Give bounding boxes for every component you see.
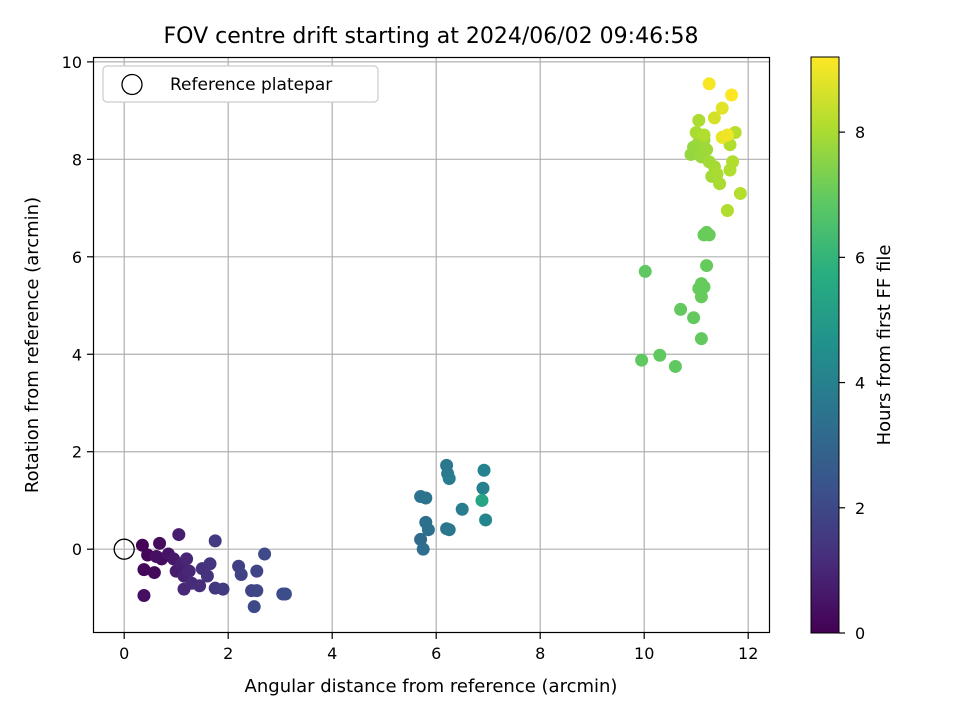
data-point — [475, 493, 489, 507]
colorbar-tick-label: 6 — [855, 248, 865, 267]
data-point — [442, 523, 456, 537]
reference-point-marker — [113, 538, 135, 560]
legend: Reference platepar — [102, 65, 379, 103]
legend-label: Reference platepar — [170, 75, 332, 95]
data-point — [137, 563, 151, 577]
data-point — [697, 280, 711, 294]
colorbar-tick-label: 2 — [855, 499, 865, 518]
colorbar-label: Hours from first FF file — [874, 245, 895, 446]
data-point — [668, 359, 682, 373]
data-point — [476, 481, 490, 495]
data-point — [200, 569, 214, 583]
y-axis-label: Rotation from reference (arcmin) — [22, 197, 43, 493]
data-point — [414, 532, 428, 546]
x-tick-label: 2 — [223, 644, 233, 663]
colorbar-tick-label: 4 — [855, 374, 865, 393]
data-point — [250, 584, 264, 598]
colorbar-tick-label: 0 — [855, 624, 865, 643]
y-tick-label: 6 — [72, 248, 82, 267]
data-point — [707, 111, 721, 125]
data-point — [700, 259, 714, 273]
data-point — [153, 536, 167, 550]
data-point — [455, 502, 469, 516]
data-point — [715, 101, 729, 115]
data-point — [653, 348, 667, 362]
data-point — [442, 472, 456, 486]
data-point — [137, 588, 151, 602]
y-tick-label: 2 — [72, 443, 82, 462]
x-axis-label: Angular distance from reference (arcmin) — [245, 676, 618, 697]
scatter-points — [135, 77, 747, 614]
x-tick-label: 6 — [431, 644, 441, 663]
x-tick-label: 0 — [119, 644, 129, 663]
x-tick-label: 10 — [634, 644, 654, 663]
data-point — [723, 163, 737, 177]
data-point — [713, 177, 727, 191]
colorbar: 0 2 4 6 8 Hours from first FF file — [810, 56, 895, 643]
data-point — [182, 564, 196, 578]
data-point — [258, 547, 272, 561]
y-axis-ticks: 0 2 4 6 8 10 — [62, 53, 93, 559]
data-point — [702, 77, 716, 91]
data-point — [638, 264, 652, 278]
data-point — [635, 353, 649, 367]
data-point — [733, 186, 747, 200]
data-point — [250, 564, 264, 578]
data-point — [694, 332, 708, 346]
colorbar-tick-label: 8 — [855, 123, 865, 142]
data-point — [697, 128, 711, 142]
data-point — [135, 538, 149, 552]
data-point — [208, 534, 222, 548]
data-point — [278, 587, 292, 601]
data-point — [216, 582, 230, 596]
x-tick-label: 4 — [327, 644, 337, 663]
data-point — [421, 523, 435, 537]
x-axis-ticks: 0 2 4 6 8 10 12 — [119, 633, 758, 663]
data-point — [193, 579, 207, 593]
data-point — [234, 568, 248, 582]
data-point — [720, 128, 734, 142]
legend-box — [102, 65, 379, 103]
data-point — [710, 167, 724, 181]
data-point — [147, 566, 161, 580]
data-point — [692, 113, 706, 127]
data-point — [700, 143, 714, 157]
legend-open-circle-icon — [121, 73, 143, 96]
data-point — [725, 88, 739, 102]
chart-title: FOV centre drift starting at 2024/06/02 … — [164, 24, 699, 49]
data-point — [702, 228, 716, 242]
y-tick-label: 0 — [72, 540, 82, 559]
x-tick-label: 12 — [738, 644, 758, 663]
y-tick-label: 8 — [72, 150, 82, 169]
colorbar-ticks: 0 2 4 6 8 — [839, 123, 865, 643]
data-point — [479, 513, 493, 527]
data-point — [720, 204, 734, 218]
data-point — [180, 552, 194, 566]
data-point — [687, 311, 701, 325]
colorbar-gradient — [810, 56, 840, 634]
y-tick-label: 10 — [62, 53, 82, 72]
x-tick-label: 8 — [535, 644, 545, 663]
data-point — [419, 491, 433, 505]
data-point — [694, 290, 708, 304]
data-point — [416, 542, 430, 556]
data-point — [172, 528, 186, 542]
y-tick-label: 4 — [72, 345, 82, 364]
data-point — [203, 557, 217, 571]
data-point — [149, 549, 163, 563]
plot-frame — [92, 56, 771, 634]
grid-lines — [93, 57, 769, 633]
data-point — [674, 302, 688, 316]
data-point — [247, 600, 261, 614]
data-point — [477, 463, 491, 477]
reference-marker — [113, 538, 135, 560]
